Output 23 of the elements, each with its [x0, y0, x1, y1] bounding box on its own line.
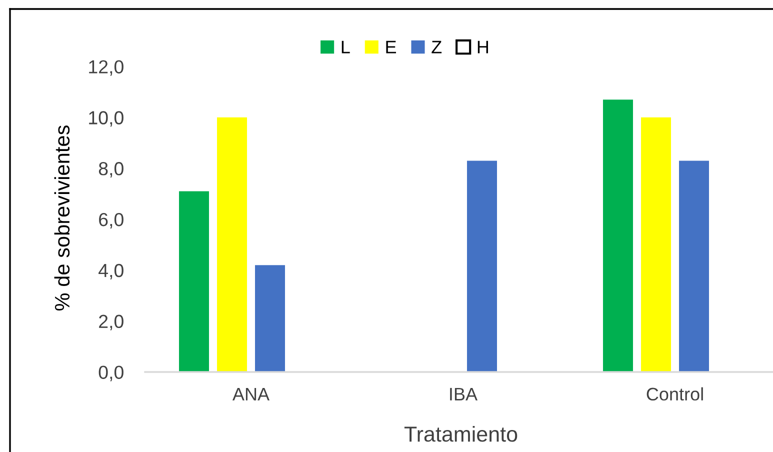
legend-label: Z: [432, 40, 442, 54]
y-axis-title: % de sobrevivientes: [54, 126, 70, 310]
y-tick-label: 10,0: [89, 111, 124, 127]
legend-label: L: [342, 40, 350, 54]
x-tick-label: Control: [646, 387, 703, 401]
bar: [679, 160, 709, 372]
x-axis-title: Tratamiento: [404, 426, 518, 442]
y-tick-label: 12,0: [89, 60, 124, 76]
y-tick-label: 4,0: [98, 264, 124, 280]
y-tick-label: 2,0: [99, 314, 124, 330]
bar: [603, 100, 633, 372]
bar: [217, 117, 247, 372]
bar: [255, 265, 285, 372]
legend-label: E: [386, 40, 396, 54]
y-tick-label: 0,0: [98, 366, 124, 382]
legend-label: H: [478, 40, 488, 54]
x-tick-label: ANA: [232, 388, 270, 400]
bar: [467, 160, 497, 372]
x-tick-label: IBA: [450, 388, 478, 400]
y-tick-label: 8,0: [98, 162, 124, 178]
y-tick-label: 6,0: [99, 212, 124, 228]
bar: [179, 191, 209, 372]
bar: [641, 117, 671, 372]
